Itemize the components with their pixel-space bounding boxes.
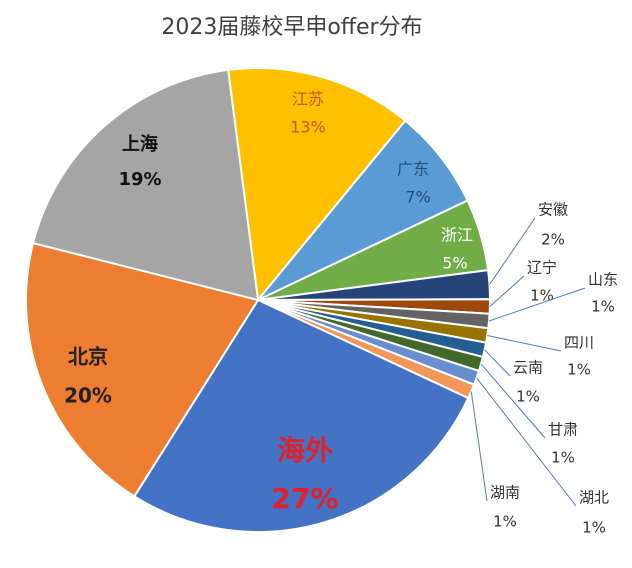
slice-label: 上海	[122, 133, 158, 155]
slice-label: 海外	[277, 434, 333, 467]
slice-label: 北京	[68, 345, 108, 369]
slice-label: 甘肃	[548, 421, 578, 439]
slice-label: 安徽	[538, 201, 568, 219]
pie-slice	[132, 298, 470, 533]
slice-label: 山东	[588, 271, 618, 289]
leader-line	[489, 217, 536, 285]
slice-label: 广东	[397, 160, 429, 179]
value-label: 1%	[551, 449, 575, 467]
value-label: 1%	[591, 298, 615, 316]
leader-line	[489, 275, 525, 307]
pie-slice	[25, 241, 260, 498]
leader-line	[470, 391, 488, 502]
pie-slice	[31, 68, 260, 302]
slice-label: 辽宁	[527, 259, 557, 277]
value-label: 1%	[567, 361, 591, 379]
value-label: 1%	[582, 519, 606, 537]
leader-line	[487, 335, 562, 352]
slice-label: 云南	[513, 359, 543, 377]
slice-label: 江苏	[292, 90, 324, 109]
value-label: 19%	[118, 169, 161, 190]
leader-line	[480, 363, 546, 439]
pie-slice	[226, 67, 407, 303]
value-label: 1%	[516, 388, 540, 406]
leader-line	[476, 377, 577, 507]
leader-line	[484, 349, 511, 377]
pie-slice	[257, 119, 469, 301]
slice-label: 四川	[564, 334, 594, 352]
slice-label: 湖南	[490, 484, 520, 502]
slice-label: 湖北	[579, 489, 609, 507]
value-label: 5%	[442, 254, 467, 273]
leader-line	[488, 287, 586, 322]
chart-title: 2023届藤校早申offer分布	[161, 15, 422, 40]
value-label: 1%	[493, 513, 517, 531]
value-label: 20%	[64, 384, 112, 408]
value-label: 1%	[530, 287, 554, 305]
slice-label: 浙江	[441, 226, 473, 245]
value-label: 13%	[290, 118, 326, 137]
value-label: 27%	[271, 482, 338, 515]
value-label: 7%	[405, 188, 430, 207]
value-label: 2%	[541, 231, 565, 249]
